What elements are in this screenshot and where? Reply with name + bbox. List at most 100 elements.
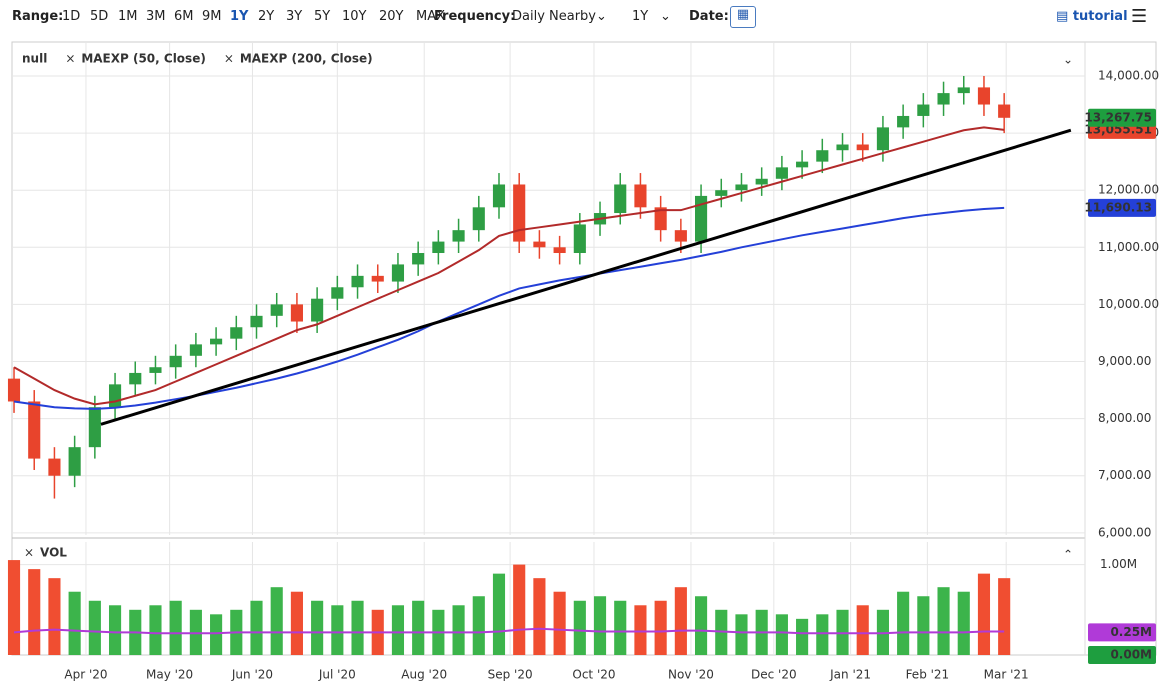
candle-body: [371, 275, 384, 282]
volume-bar: [695, 596, 708, 655]
x-tick-label: Jun '20: [231, 668, 273, 682]
volume-bar: [169, 600, 182, 655]
menu-button[interactable]: ☰: [1131, 6, 1148, 27]
volume-remove: ×: [24, 546, 34, 560]
date-button[interactable]: ▦: [730, 6, 756, 28]
legend-entry: null: [22, 52, 47, 66]
tutorial-link[interactable]: ▤ tutorial: [1056, 9, 1128, 24]
volume-bar: [452, 605, 465, 655]
range-button[interactable]: 10Y: [342, 9, 367, 24]
candle-body: [755, 178, 768, 185]
range-button[interactable]: 1M: [118, 9, 138, 24]
moving-average: [13, 206, 1005, 410]
svg-text:⌃: ⌃: [1063, 548, 1073, 562]
range-button[interactable]: 1Y: [230, 9, 249, 24]
x-tick-label: Sep '20: [488, 668, 533, 682]
y-tick-label: 12,000.00: [1098, 183, 1159, 197]
range-button[interactable]: 3M: [146, 9, 166, 24]
candle-body: [210, 338, 223, 345]
range-button[interactable]: 5Y: [314, 9, 331, 24]
candle-body: [715, 190, 728, 196]
candle-body: [836, 144, 849, 151]
candle-body: [108, 384, 122, 408]
candle-body: [149, 367, 162, 373]
candle-body: [391, 264, 405, 282]
volume-bar: [108, 605, 122, 655]
candle-body: [937, 93, 950, 105]
candle-body: [573, 224, 586, 254]
price-tag: [1088, 198, 1156, 217]
volume-bar: [654, 600, 667, 655]
range-button[interactable]: 3Y: [286, 9, 303, 24]
legend-entry: MAEXP (50, Close): [81, 52, 206, 66]
frequency-select[interactable]: Daily Nearby: [512, 9, 597, 24]
candle-body: [533, 241, 546, 248]
y-tick-label: 6,000.00: [1098, 525, 1151, 539]
candle-body: [452, 230, 465, 242]
candle-body: [977, 87, 991, 105]
volume-bar: [7, 560, 21, 655]
y-tick-label: 10,000.00: [1098, 297, 1159, 311]
range-button[interactable]: 2Y: [258, 9, 275, 24]
svg-text:⌄: ⌄: [1063, 53, 1073, 67]
candle-body: [189, 344, 202, 356]
volume-bar: [533, 578, 546, 655]
volume-bar: [351, 600, 364, 655]
trend-line: [100, 128, 1072, 426]
volume-bar: [796, 618, 809, 655]
legend-remove: ×: [65, 52, 75, 66]
candle-body: [998, 104, 1011, 118]
x-tick-label: Jan '21: [829, 668, 871, 682]
period-select[interactable]: 1Y: [632, 9, 649, 24]
volume-bar: [856, 605, 869, 655]
candle-body: [695, 195, 708, 242]
volume-bar: [391, 605, 405, 655]
volume-bar: [998, 578, 1011, 655]
candle-body: [472, 207, 485, 231]
candle-body: [48, 458, 61, 476]
range-button[interactable]: 1D: [62, 9, 81, 24]
y-tick-label: 1.00M: [1100, 557, 1137, 571]
candle-body: [553, 247, 566, 254]
volume-bar: [674, 587, 687, 655]
candle-body: [68, 447, 81, 476]
price-tag-label: 0.00M: [1110, 648, 1152, 662]
x-tick-label: Jul '20: [318, 668, 356, 682]
volume-bar: [48, 578, 61, 655]
candle-body: [796, 161, 809, 168]
volume-ma: [13, 627, 1005, 635]
toolbar: Range: Frequency: Daily Nearby ⌄ 1Y ⌄ Da…: [12, 6, 1148, 28]
candle-body: [614, 184, 627, 214]
range-button[interactable]: MAX: [416, 9, 446, 24]
legend-remove: ×: [224, 52, 234, 66]
range-button[interactable]: 9M: [202, 9, 222, 24]
volume-bar: [977, 573, 991, 655]
candle-body: [897, 115, 910, 128]
y-tick-label: 11,000.00: [1098, 240, 1159, 254]
candle-body: [311, 298, 324, 322]
candle-body: [634, 184, 647, 208]
volume-bar: [816, 614, 829, 655]
candle-body: [513, 184, 526, 242]
volume-bar: [897, 591, 910, 655]
range-button[interactable]: 20Y: [379, 9, 404, 24]
candle-body: [290, 304, 303, 322]
volume-bar: [614, 600, 627, 655]
x-tick-label: Oct '20: [572, 668, 615, 682]
volume-bar: [290, 591, 303, 655]
range-button[interactable]: 6M: [174, 9, 194, 24]
x-tick-label: Mar '21: [984, 668, 1029, 682]
volume-bar: [634, 605, 647, 655]
volume-bar: [210, 614, 223, 655]
price-tag-label: 13,267.75: [1084, 110, 1152, 124]
x-tick-label: Dec '20: [751, 668, 797, 682]
candle-body: [169, 355, 182, 368]
x-tick-label: Aug '20: [401, 668, 447, 682]
y-tick-label: 9,000.00: [1098, 354, 1151, 368]
volume-bar: [553, 591, 566, 655]
volume-bar: [88, 600, 101, 655]
range-button[interactable]: 5D: [90, 9, 109, 24]
volume-bar: [331, 605, 344, 655]
range-label: Range:: [12, 9, 64, 24]
